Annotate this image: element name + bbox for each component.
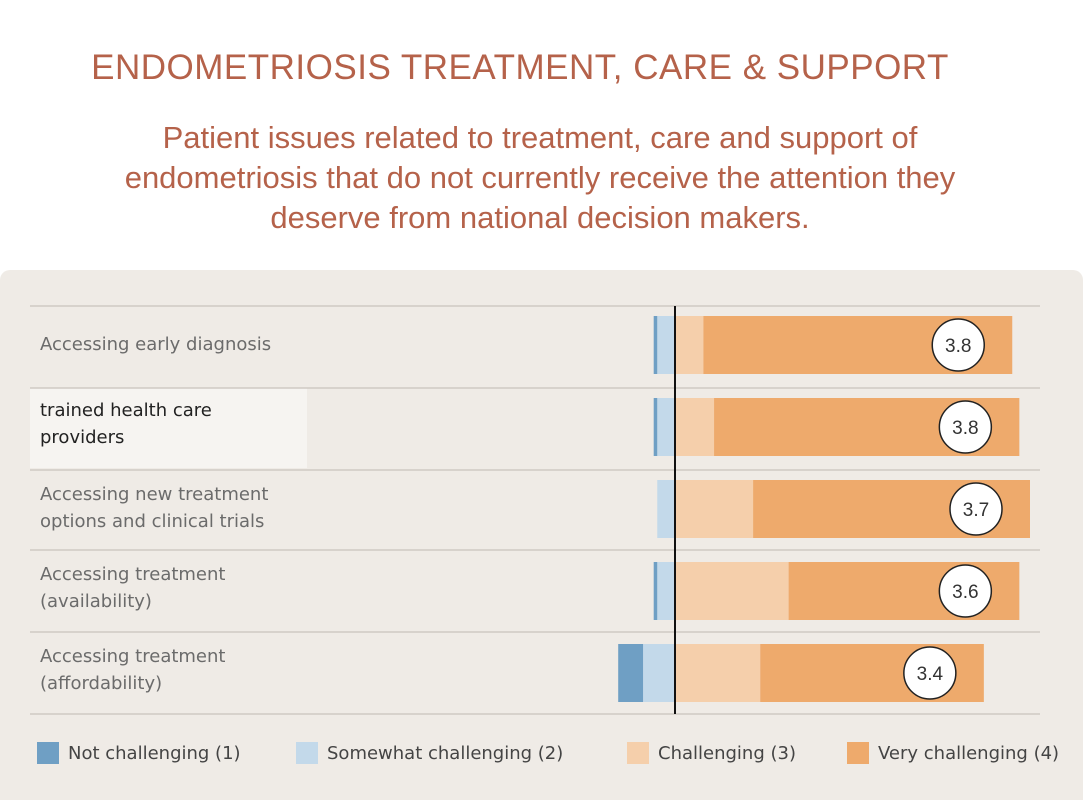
bar-challenging: [675, 316, 704, 374]
score-bubble: [931, 318, 985, 372]
category-label-trained-providers: trained health care providers: [40, 400, 212, 448]
legend-label: Somewhat challenging (2): [327, 742, 564, 764]
bar-not-challenging: [618, 644, 644, 702]
bar-somewhat-challenging: [657, 398, 675, 456]
score-label: 3.6: [952, 582, 978, 603]
bar-not-challenging: [653, 398, 658, 456]
bar-challenging: [675, 562, 789, 620]
score-bubble: [938, 400, 993, 454]
legend-label: Very challenging (4): [878, 742, 1060, 764]
category-label-treatment-availability: Accessing treatment (availability): [40, 564, 226, 612]
bar-somewhat-challenging: [643, 644, 675, 702]
score-label: 3.7: [963, 500, 989, 521]
legend-item-not-challenging: Not challenging (1): [37, 742, 241, 764]
legend-swatch: [296, 742, 318, 764]
score-label: 3.8: [945, 336, 971, 357]
legend-swatch: [847, 742, 869, 764]
page-subtitle: Patient issues related to treatment, car…: [124, 120, 956, 235]
bar-somewhat-challenging: [657, 316, 675, 374]
page-title: ENDOMETRIOSIS TREATMENT, CARE & SUPPORT: [91, 48, 949, 87]
score-bubble: [903, 646, 957, 700]
bar-challenging: [675, 480, 754, 538]
legend-label: Challenging (3): [658, 742, 796, 764]
bar-not-challenging: [653, 562, 658, 620]
legend-swatch: [627, 742, 649, 764]
bar-challenging: [675, 398, 715, 456]
category-label-new-treatment: Accessing new treatment options and clin…: [40, 484, 269, 532]
legend-swatch: [37, 742, 59, 764]
score-label: 3.4: [917, 664, 944, 685]
bar-somewhat-challenging: [657, 480, 675, 538]
bar-somewhat-challenging: [657, 562, 675, 620]
legend-item-challenging: Challenging (3): [627, 742, 796, 764]
bar-challenging: [675, 644, 761, 702]
score-label: 3.8: [952, 418, 978, 439]
legend-item-somewhat-challenging: Somewhat challenging (2): [296, 742, 563, 764]
category-label-treatment-affordability: Accessing treatment (affordability): [40, 646, 226, 694]
score-bubble: [938, 564, 993, 618]
legend-label: Not challenging (1): [68, 742, 241, 764]
bar-not-challenging: [653, 316, 658, 374]
highlighted-row-background: [30, 388, 307, 468]
legend-item-very-challenging: Very challenging (4): [847, 742, 1059, 764]
category-label-early-diagnosis: Accessing early diagnosis: [40, 334, 272, 355]
score-bubble: [949, 482, 1003, 536]
